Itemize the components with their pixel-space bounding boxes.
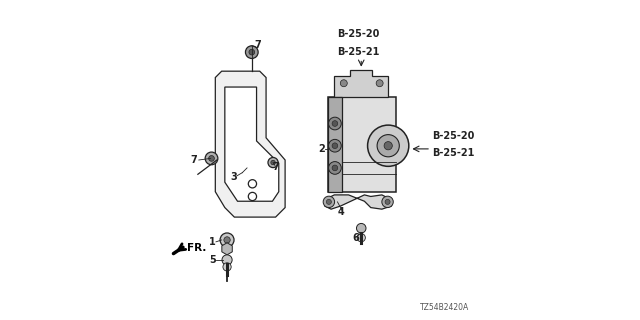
Text: 4: 4 <box>337 207 344 217</box>
Circle shape <box>367 125 409 166</box>
Polygon shape <box>225 87 279 201</box>
Text: B-25-21: B-25-21 <box>433 148 475 158</box>
Text: 7: 7 <box>255 40 262 50</box>
Circle shape <box>222 255 232 265</box>
Circle shape <box>382 196 393 208</box>
Circle shape <box>332 143 338 148</box>
Circle shape <box>328 117 341 130</box>
Circle shape <box>249 49 255 55</box>
Circle shape <box>220 233 234 247</box>
Text: 7: 7 <box>190 155 197 165</box>
Circle shape <box>384 142 392 150</box>
Text: 5: 5 <box>209 255 216 265</box>
Circle shape <box>224 237 230 243</box>
Text: 6: 6 <box>353 233 359 243</box>
Circle shape <box>385 199 390 204</box>
Circle shape <box>326 199 332 204</box>
Polygon shape <box>334 69 388 97</box>
Circle shape <box>223 263 231 271</box>
Circle shape <box>268 157 278 168</box>
Text: 2: 2 <box>318 144 325 154</box>
Circle shape <box>332 121 338 126</box>
FancyBboxPatch shape <box>328 97 396 192</box>
Text: 3: 3 <box>230 172 237 182</box>
Text: FR.: FR. <box>187 243 206 253</box>
Text: TZ54B2420A: TZ54B2420A <box>420 303 469 312</box>
Circle shape <box>271 160 275 165</box>
Circle shape <box>209 156 214 161</box>
Circle shape <box>377 135 399 157</box>
Circle shape <box>332 165 338 171</box>
Circle shape <box>328 162 341 174</box>
Polygon shape <box>324 195 392 209</box>
Circle shape <box>205 152 218 165</box>
Polygon shape <box>222 243 232 255</box>
Circle shape <box>323 196 335 208</box>
Text: B-25-21: B-25-21 <box>337 47 380 57</box>
Circle shape <box>376 80 383 87</box>
Text: B-25-20: B-25-20 <box>337 29 380 39</box>
Circle shape <box>357 234 365 242</box>
Circle shape <box>356 223 366 233</box>
Polygon shape <box>215 71 285 217</box>
Text: B-25-20: B-25-20 <box>433 131 475 141</box>
Text: 7: 7 <box>272 162 279 172</box>
Text: 1: 1 <box>209 237 216 247</box>
Circle shape <box>340 80 348 87</box>
Polygon shape <box>328 97 342 192</box>
Circle shape <box>246 46 258 59</box>
Circle shape <box>328 140 341 152</box>
